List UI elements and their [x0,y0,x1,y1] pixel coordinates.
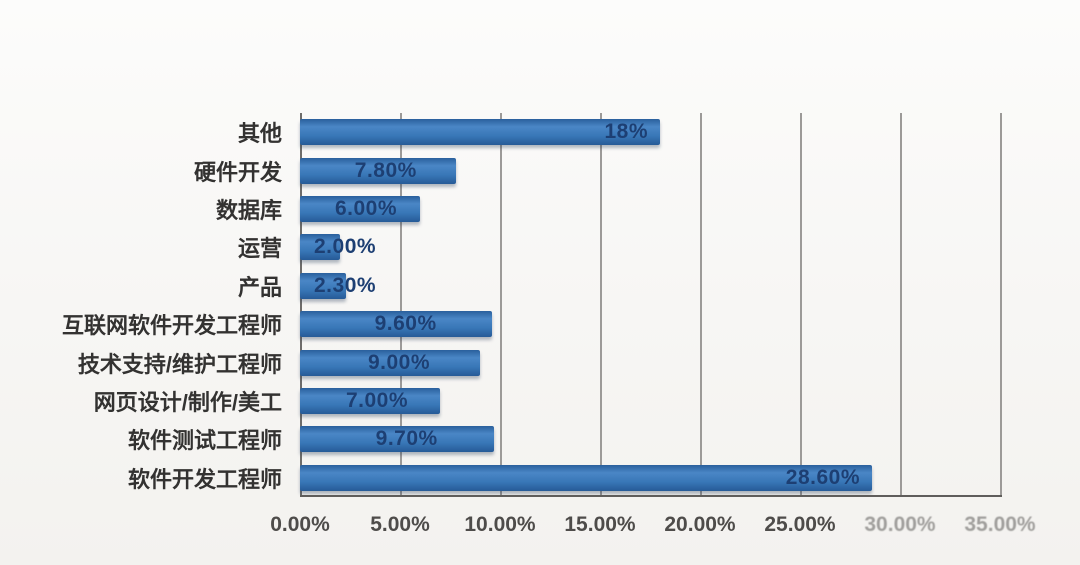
y-axis-line [300,113,302,497]
bar-row: 7.80% [300,151,1000,189]
category-label: 软件测试工程师 [127,428,282,454]
category-label: 技术支持/维护工程师 [77,351,282,377]
bar [300,311,492,338]
x-tick-label: 20.00% [664,513,736,536]
gridline [600,113,602,497]
bar-value-label: 7.00% [345,388,409,412]
bar-value-label: 28.60% [785,465,860,489]
x-axis-tick-labels: 0.00% 5.00% 10.00% 15.00% 20.00% 25.00% 30.00%… [0,513,1080,553]
x-tick-label: 25.00% [764,513,836,536]
bar-row: 6.00% [300,190,1000,228]
bar-value-label: 2.30% [314,273,377,297]
x-tick-label: 35.00% [964,513,1036,536]
category-label: 产品 [237,274,282,300]
bar [300,349,480,376]
bar-row: 7.00% [300,382,1000,420]
bar-value-label: 2.00% [314,235,377,259]
category-label: 运营 [237,236,282,262]
bar-row: 28.60% [300,459,1000,497]
bar-row: 9.70% [300,420,1000,458]
x-tick-label: 5.00% [370,513,430,536]
x-tick-label: 30.00% [864,513,936,536]
x-tick-label: 0.00% [270,513,330,536]
bar [300,426,494,453]
category-label: 网页设计/制作/美工 [93,390,282,415]
bar [300,234,340,261]
category-label: 软件开发工程师 [127,466,282,492]
gridline [700,113,702,497]
bar [300,387,440,414]
bar-row: 9.00% [300,343,1000,381]
gridline [500,113,502,497]
bar-value-label: 9.70% [375,427,438,451]
x-tick-label: 10.00% [464,513,536,536]
x-tick-label: 15.00% [564,513,636,536]
bar-row: 9.60% [300,305,1000,343]
bar [300,119,660,146]
category-axis-labels: 其他硬件开发数据库运营产品互联网软件开发工程师技术支持/维护工程师网页设计/制作… [0,113,288,497]
bar-value-label: 7.80% [354,158,417,182]
bar [300,157,456,184]
category-label: 其他 [237,121,282,147]
category-label: 互联网软件开发工程师 [61,313,282,339]
bar-row: 2.00% [300,228,1000,266]
bar-value-label: 6.00% [334,196,398,220]
bar-value-label: 9.60% [374,312,437,336]
gridline [400,113,402,497]
gridline [800,113,802,497]
bar-row: 2.30% [300,267,1000,305]
category-label: 硬件开发 [193,159,282,185]
bar [300,464,872,491]
x-axis-line [300,495,1002,497]
bar-value-label: 18% [604,120,648,144]
gridline [1000,113,1002,497]
bar [300,272,346,299]
bar [300,195,420,222]
category-label: 数据库 [215,198,282,223]
bar-row: 18% [300,113,1000,151]
plot-area: 18% 7.80% 6.00% 2.00% 2.30% 9.60% 9.00% 7.00% 9.… [300,113,1002,497]
bar-value-label: 9.00% [367,350,431,374]
gridline [900,113,902,497]
